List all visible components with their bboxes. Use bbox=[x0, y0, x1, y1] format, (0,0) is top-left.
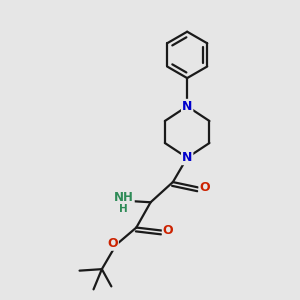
Text: N: N bbox=[182, 100, 192, 113]
Text: O: O bbox=[107, 237, 118, 250]
Text: NH: NH bbox=[114, 191, 134, 204]
Text: H: H bbox=[119, 204, 128, 214]
Text: O: O bbox=[163, 224, 173, 237]
Text: N: N bbox=[182, 151, 192, 164]
Text: O: O bbox=[200, 181, 210, 194]
